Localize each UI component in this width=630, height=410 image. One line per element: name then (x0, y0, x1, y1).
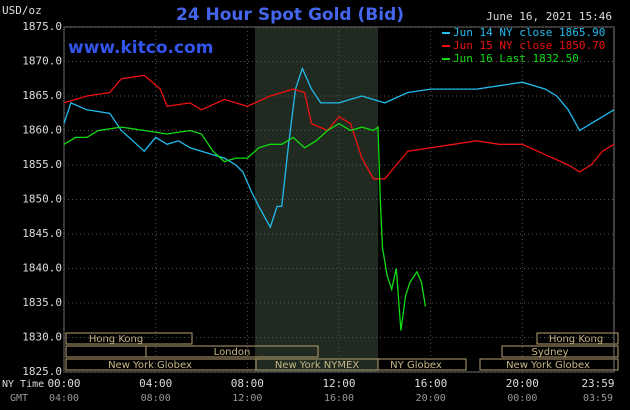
session-label: New York Globex (108, 360, 192, 371)
session-bar (536, 332, 619, 345)
watermark: www.kitco.com (68, 38, 213, 58)
session-bar (501, 345, 619, 358)
x-tick-label: 20:00 (506, 377, 539, 390)
y-tick-label: 1875.0 (22, 20, 62, 33)
gmt-tick-label: 00:00 (507, 393, 537, 404)
y-tick-label: 1850.0 (22, 193, 62, 206)
y-tick-label: 1845.0 (22, 227, 62, 240)
session-label: New York Globex (506, 360, 590, 371)
session-label: Hong Kong (549, 334, 603, 345)
x-axis-label: NY Time (2, 379, 44, 390)
y-tick-label: 1825.0 (22, 365, 62, 378)
gmt-tick-label: 04:00 (49, 393, 79, 404)
session-label: Hong Kong (89, 334, 143, 345)
x-tick-label: 08:00 (231, 377, 264, 390)
x-tick-label: 23:59 (581, 377, 614, 390)
gmt-tick-label: 16:00 (324, 393, 354, 404)
session-bar (479, 358, 619, 371)
y-tick-label: 1830.0 (22, 331, 62, 344)
y-tick-label: 1835.0 (22, 296, 62, 309)
price-line (63, 74, 615, 180)
price-line (63, 66, 615, 229)
x-tick-label: 04:00 (139, 377, 172, 390)
session-label: New York NYMEX (275, 360, 360, 371)
y-tick-label: 1870.0 (22, 55, 62, 68)
x2-axis-label: GMT (10, 393, 28, 404)
gmt-tick-label: 12:00 (232, 393, 262, 404)
legend-label: Jun 14 NY close 1865.90 (453, 26, 605, 39)
y-tick-label: 1860.0 (22, 124, 62, 137)
session-label: London (214, 347, 251, 358)
gmt-tick-label: 20:00 (416, 393, 446, 404)
y-tick-label: 1840.0 (22, 262, 62, 275)
timestamp: June 16, 2021 15:46 (486, 10, 612, 23)
y-tick-label: 1865.0 (22, 89, 62, 102)
session-bar (145, 345, 319, 358)
session-bar (377, 358, 467, 371)
chart-title: 24 Hour Spot Gold (Bid) (176, 5, 404, 25)
x-tick-label: 12:00 (322, 377, 355, 390)
x-tick-label: 00:00 (47, 377, 80, 390)
price-line (63, 122, 427, 331)
y-tick-label: 1855.0 (22, 158, 62, 171)
x-tick-label: 16:00 (414, 377, 447, 390)
legend-label: Jun 15 NY close 1850.70 (453, 39, 605, 52)
legend-label: Jun 16 Last 1832.50 (453, 52, 579, 65)
gmt-tick-label: 03:59 (583, 393, 613, 404)
session-label: NY Globex (390, 360, 442, 371)
sessions: Hong Kong London New York Globex New Yor… (65, 332, 619, 371)
gmt-tick-label: 08:00 (141, 393, 171, 404)
session-bar (65, 332, 193, 345)
y-unit: USD/oz (2, 4, 42, 17)
session-label: Sydney (531, 347, 568, 358)
